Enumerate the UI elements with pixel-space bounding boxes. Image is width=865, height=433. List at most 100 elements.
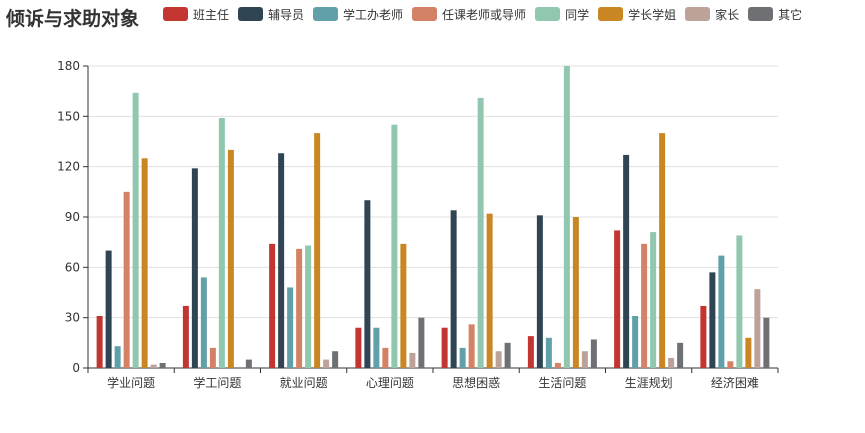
bar xyxy=(364,200,371,368)
y-tick-label: 120 xyxy=(57,160,80,174)
bar xyxy=(668,357,675,368)
legend-swatch xyxy=(748,7,774,21)
x-tick-label: 学工问题 xyxy=(193,375,241,390)
bar xyxy=(382,347,389,368)
bar xyxy=(763,317,770,368)
bar xyxy=(200,277,207,368)
bar xyxy=(323,359,330,368)
bar xyxy=(105,250,112,368)
y-tick-label: 60 xyxy=(65,260,80,274)
bar xyxy=(504,342,511,368)
legend-swatch xyxy=(238,7,264,21)
legend-item[interactable]: 班主任 xyxy=(163,6,229,23)
x-tick-label: 生涯规划 xyxy=(625,375,673,390)
bar xyxy=(736,235,743,368)
y-tick-label: 0 xyxy=(72,361,80,375)
legend-item[interactable]: 辅导员 xyxy=(238,6,304,23)
bar xyxy=(536,215,543,368)
legend-label: 学工办老师 xyxy=(343,7,404,22)
legend-item[interactable]: 学工办老师 xyxy=(313,6,403,23)
bar xyxy=(150,364,157,368)
bar xyxy=(355,327,362,368)
bar xyxy=(141,158,148,368)
bar xyxy=(373,327,380,368)
bar xyxy=(227,149,234,368)
x-tick-label: 就业问题 xyxy=(280,376,328,390)
legend-label: 同学 xyxy=(565,7,590,22)
legend-item[interactable]: 任课老师或导师 xyxy=(412,6,526,23)
bar xyxy=(278,153,285,368)
y-tick-label: 180 xyxy=(57,59,80,73)
bar xyxy=(132,92,139,368)
legend-label: 其它 xyxy=(778,7,803,22)
bar xyxy=(218,118,225,368)
bar xyxy=(391,124,398,368)
legend-swatch xyxy=(412,7,438,21)
legend-item[interactable]: 同学 xyxy=(535,6,589,23)
bar xyxy=(641,243,648,368)
bar xyxy=(441,327,448,368)
bar xyxy=(745,337,752,368)
bar xyxy=(114,346,121,368)
x-tick-label: 学业问题 xyxy=(107,375,155,390)
bar xyxy=(123,191,130,368)
bar xyxy=(269,243,276,368)
bar xyxy=(614,230,621,368)
bar xyxy=(459,347,466,368)
legend-item[interactable]: 学长学姐 xyxy=(598,6,676,23)
bar xyxy=(677,342,684,368)
bar xyxy=(245,359,252,368)
bar xyxy=(305,245,312,368)
bar xyxy=(581,351,588,368)
bar xyxy=(182,305,189,368)
x-tick-label: 经济困难 xyxy=(711,375,759,390)
legend-label: 班主任 xyxy=(193,7,230,22)
legend-swatch xyxy=(163,7,188,21)
bar xyxy=(418,317,425,368)
chart-legend[interactable]: 班主任 辅导员 学工办老师 任课老师或导师 同学 学长学姐 家长 其它 xyxy=(163,5,811,23)
bar xyxy=(650,232,657,368)
y-tick-label: 30 xyxy=(65,311,80,325)
bar xyxy=(709,272,716,368)
legend-label: 学长学姐 xyxy=(628,7,677,22)
legend-swatch xyxy=(685,7,711,21)
bar xyxy=(700,305,707,368)
x-tick-label: 思想困惑 xyxy=(452,375,500,390)
bar xyxy=(159,362,166,368)
legend-label: 任课老师或导师 xyxy=(442,7,527,22)
bar xyxy=(727,361,734,368)
bar xyxy=(209,347,216,368)
bar xyxy=(400,243,407,368)
bar xyxy=(632,315,639,368)
bar xyxy=(754,289,761,368)
y-tick-label: 90 xyxy=(65,210,80,224)
bar xyxy=(545,337,552,368)
legend-label: 家长 xyxy=(715,7,740,22)
bar xyxy=(191,168,198,368)
bar xyxy=(486,213,493,368)
bar xyxy=(659,133,666,368)
bar xyxy=(296,248,303,368)
x-tick-label: 心理问题 xyxy=(366,376,414,390)
bar xyxy=(572,217,579,368)
bar xyxy=(563,66,570,368)
legend-item[interactable]: 家长 xyxy=(685,6,739,23)
bar xyxy=(527,336,534,368)
y-tick-label: 150 xyxy=(57,109,80,123)
bar xyxy=(450,210,457,368)
legend-label: 辅导员 xyxy=(268,7,305,22)
bar xyxy=(409,352,416,368)
legend-swatch xyxy=(535,7,561,21)
x-tick-label: 生活问题 xyxy=(538,376,586,390)
bar xyxy=(718,255,725,368)
bar xyxy=(495,351,502,368)
bar xyxy=(96,315,103,368)
bar xyxy=(332,351,339,368)
bar xyxy=(314,133,321,368)
bar xyxy=(468,324,475,368)
legend-swatch xyxy=(598,7,624,21)
legend-item[interactable]: 其它 xyxy=(748,6,802,23)
chart-title: 倾诉与求助对象 xyxy=(6,8,140,30)
bar xyxy=(477,97,484,368)
